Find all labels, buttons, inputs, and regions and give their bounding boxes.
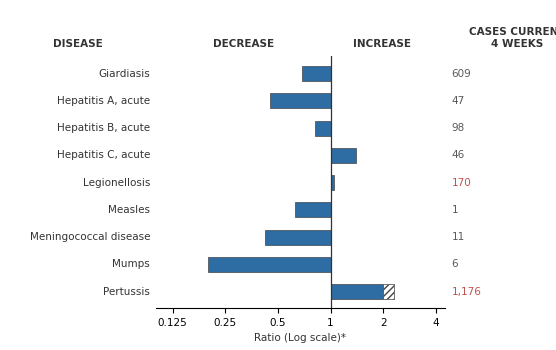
Text: Hepatitis B, acute: Hepatitis B, acute: [57, 123, 150, 133]
Text: Pertussis: Pertussis: [103, 287, 150, 297]
Text: Giardiasis: Giardiasis: [98, 69, 150, 79]
Bar: [302, 66, 331, 81]
Text: Meningococcal disease: Meningococcal disease: [29, 232, 150, 242]
Text: 170: 170: [451, 178, 471, 188]
Text: DISEASE: DISEASE: [53, 39, 103, 49]
Bar: [315, 121, 331, 136]
Text: CASES CURRENT
4 WEEKS: CASES CURRENT 4 WEEKS: [469, 27, 556, 49]
Bar: [331, 148, 356, 163]
Text: Hepatitis A, acute: Hepatitis A, acute: [57, 96, 150, 106]
Text: Hepatitis C, acute: Hepatitis C, acute: [57, 150, 150, 160]
Text: DECREASE: DECREASE: [212, 39, 274, 49]
Text: INCREASE: INCREASE: [353, 39, 411, 49]
Bar: [383, 284, 394, 299]
Bar: [208, 257, 331, 272]
Text: 98: 98: [451, 123, 465, 133]
Text: 47: 47: [451, 96, 465, 106]
Bar: [331, 175, 334, 190]
X-axis label: Ratio (Log scale)*: Ratio (Log scale)*: [254, 333, 346, 343]
Text: 11: 11: [451, 232, 465, 242]
Text: 609: 609: [451, 69, 471, 79]
Bar: [270, 93, 331, 108]
Text: Legionellosis: Legionellosis: [83, 178, 150, 188]
Text: Mumps: Mumps: [112, 259, 150, 270]
Text: 6: 6: [451, 259, 458, 270]
Text: Measles: Measles: [108, 205, 150, 215]
Text: 1,176: 1,176: [451, 287, 481, 297]
Bar: [331, 284, 383, 299]
Bar: [295, 202, 331, 217]
Bar: [265, 230, 331, 245]
Text: 1: 1: [451, 205, 458, 215]
Text: 46: 46: [451, 150, 465, 160]
